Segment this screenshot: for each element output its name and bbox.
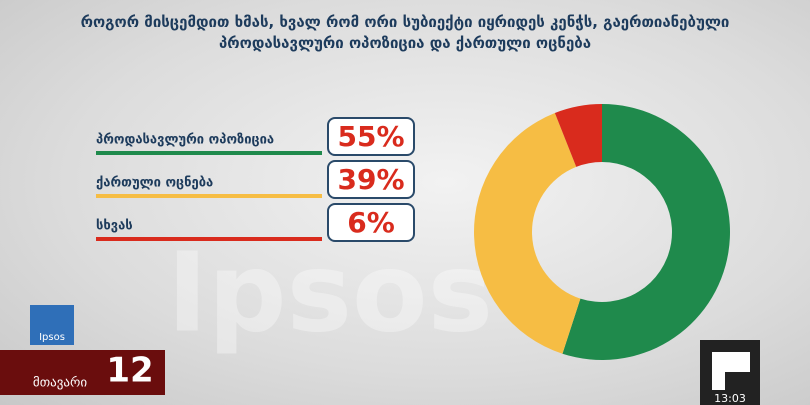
channel-number: 12	[106, 351, 153, 391]
station-logo	[700, 340, 760, 405]
ipsos-logo	[30, 305, 74, 345]
legend-label: ქართული ოცნება	[96, 176, 213, 191]
value-label: 6%	[347, 206, 395, 239]
legend-label: სხვას	[96, 219, 133, 234]
station-logo-mark	[712, 352, 750, 390]
chart-title: როგორ მისცემდით ხმას, ხვალ რომ ორი სუბიე…	[80, 13, 730, 52]
legend-swatch	[96, 194, 322, 198]
value-label: 39%	[337, 163, 404, 196]
value-box	[327, 160, 415, 199]
clock: 13:03	[714, 392, 746, 405]
ipsos-logo-text: Ipsos	[39, 332, 65, 343]
channel-name: მთავარი	[33, 376, 87, 391]
value-box	[327, 117, 415, 156]
donut-segment	[554, 104, 602, 167]
legend-swatch	[96, 151, 322, 155]
channel-bug	[0, 350, 165, 395]
value-box	[327, 203, 415, 242]
watermark: Ipsos	[167, 228, 493, 356]
donut-segment	[562, 104, 730, 360]
legend-label: პროდასავლური ოპოზიცია	[96, 133, 274, 148]
donut-segment	[474, 112, 581, 354]
legend-swatch	[96, 237, 322, 241]
value-label: 55%	[337, 120, 404, 153]
